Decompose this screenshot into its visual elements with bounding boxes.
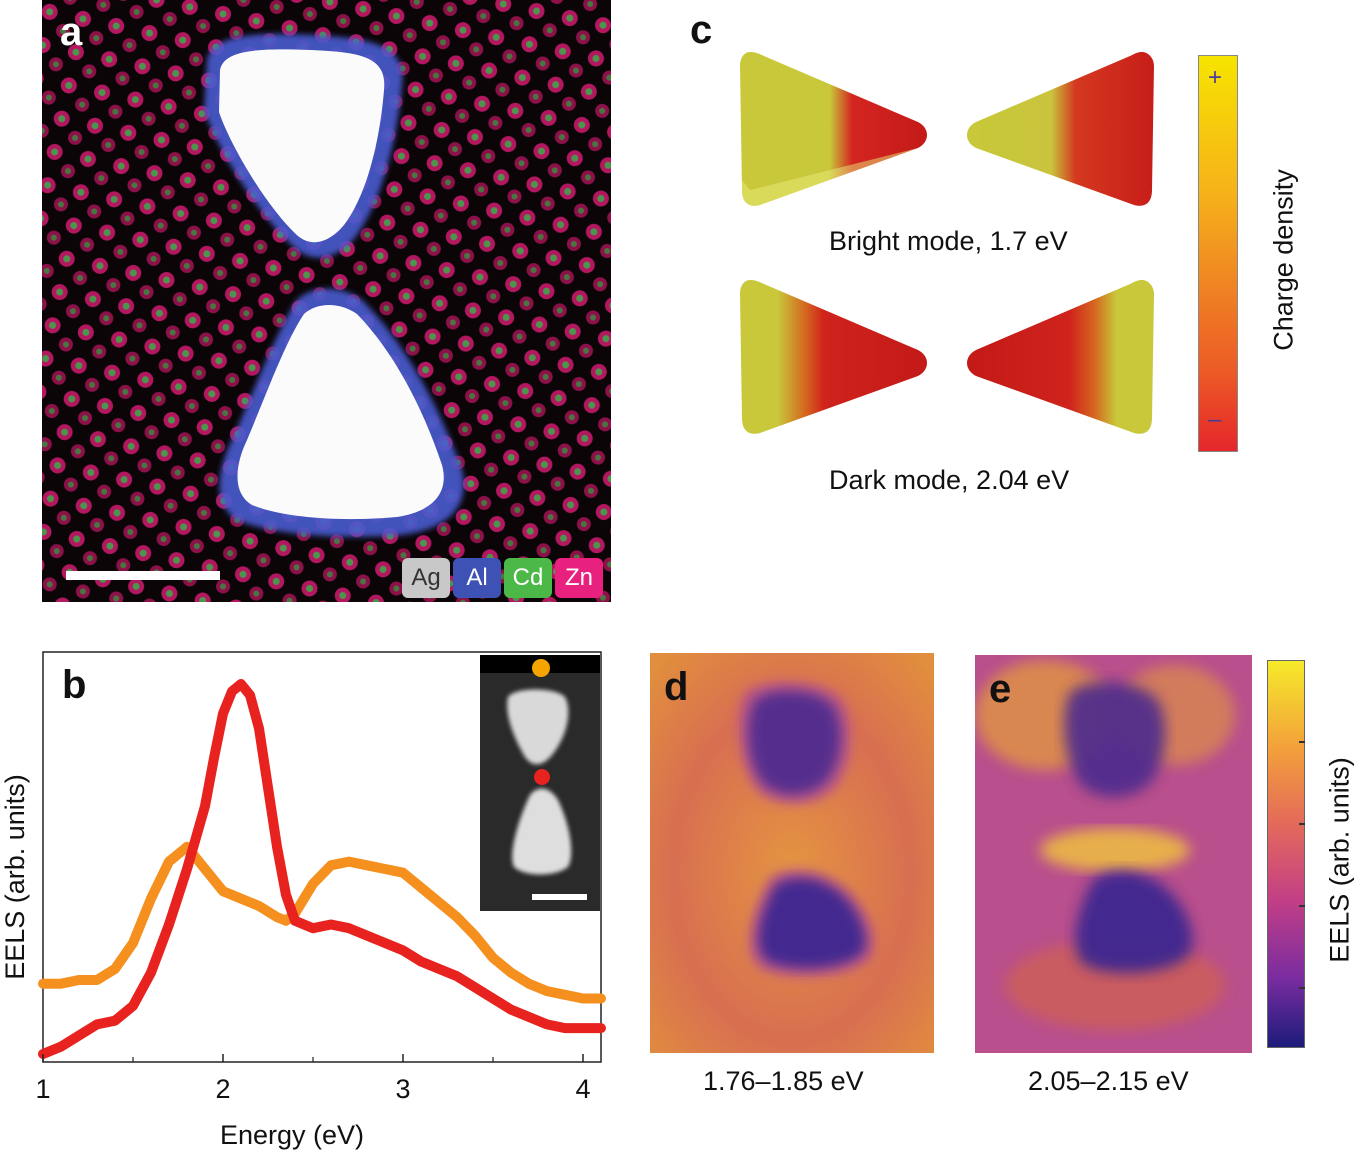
- panel-letter-e: e: [989, 667, 1012, 711]
- scale-bar: [66, 571, 220, 580]
- map-d-caption: 1.76–1.85 eV: [703, 1066, 864, 1096]
- dark-mode-left-triangle: [740, 280, 927, 434]
- x-tick-label-0: 1: [35, 1074, 50, 1104]
- dark-mode-right-triangle: [967, 280, 1154, 434]
- panel-letter-d: d: [664, 665, 689, 709]
- x-tick-label-2: 3: [395, 1074, 410, 1104]
- charge-density-label: Charge density: [1268, 169, 1299, 351]
- charge-density-colorbar: [1198, 55, 1238, 452]
- x-axis-label: Energy (eV): [220, 1120, 364, 1150]
- charge-density-models: [740, 52, 1154, 434]
- probe-marker-orange: [532, 659, 550, 677]
- x-tick-label-1: 2: [215, 1074, 230, 1104]
- panel-a: a Ag Al Cd Zn: [42, 0, 611, 602]
- colorbar-plus-label: +: [1208, 64, 1223, 91]
- eels-colorbar: [1267, 660, 1305, 1048]
- panel-letter-c: c: [690, 8, 713, 52]
- legend-item-ag: Ag: [402, 558, 450, 598]
- bright-mode-right-triangle: [967, 52, 1154, 206]
- map-e-caption: 2.05–2.15 eV: [1028, 1066, 1189, 1096]
- colorbar-minus-label: –: [1208, 406, 1222, 433]
- spectrum-inset-image: [480, 655, 600, 911]
- panel-letter-a: a: [60, 10, 83, 54]
- probe-marker-red: [534, 769, 550, 785]
- eels-spectra-chart: 1 2 3 4 Energy (eV) EELS (arb. units): [0, 651, 606, 1150]
- plot-frame: [42, 651, 602, 1063]
- eels-colorbar-label: EELS (arb. units): [1324, 757, 1355, 963]
- inset-scale-bar: [532, 894, 587, 900]
- series-line-0: [38, 841, 606, 1004]
- legend-item-cd: Cd: [504, 558, 552, 598]
- legend-item-zn: Zn: [555, 558, 603, 598]
- bright-mode-caption: Bright mode, 1.7 eV: [829, 226, 1068, 256]
- bright-mode-left-triangle: [740, 52, 927, 206]
- x-tick-label-3: 4: [575, 1074, 590, 1104]
- legend-item-al: Al: [453, 558, 501, 598]
- eels-map-e: e: [975, 655, 1252, 1053]
- eels-colorbar-ticks: [1299, 661, 1305, 1047]
- element-legend: Ag Al Cd Zn: [402, 558, 603, 598]
- eels-map-d: d: [650, 653, 934, 1053]
- y-axis-label: EELS (arb. units): [0, 774, 30, 980]
- series-line-1: [38, 679, 606, 1059]
- elemental-map-image: [42, 0, 611, 602]
- panel-letter-b: b: [62, 663, 87, 707]
- dark-mode-caption: Dark mode, 2.04 eV: [829, 465, 1070, 495]
